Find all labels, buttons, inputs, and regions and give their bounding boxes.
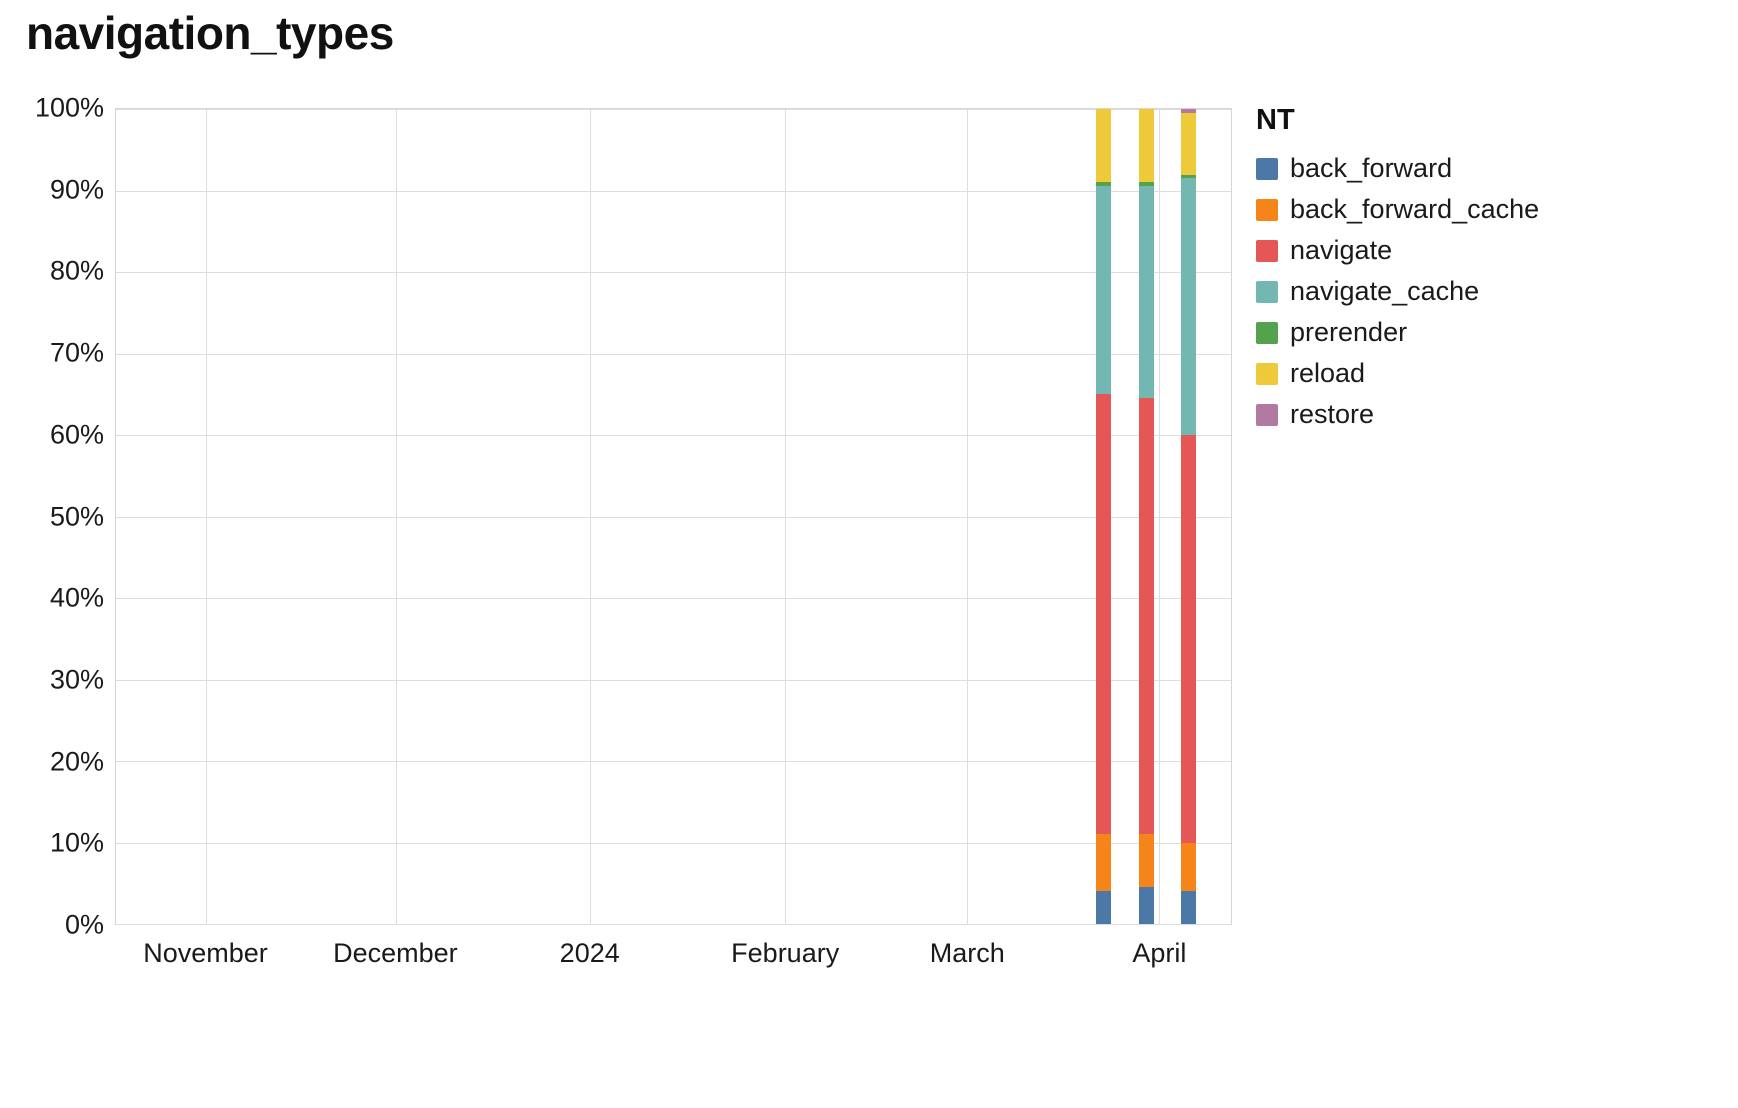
bar-segment-reload (1096, 109, 1112, 183)
legend-swatch-reload (1256, 362, 1278, 385)
gridline-h (116, 435, 1231, 436)
legend-swatch-navigate (1256, 239, 1278, 262)
gridline-v (966, 109, 968, 924)
gridline-h (116, 598, 1231, 599)
gridline-h (116, 924, 1231, 925)
bar (1181, 109, 1197, 924)
gridline-h (116, 679, 1231, 681)
x-tick-label: April (1132, 938, 1187, 968)
y-axis: 0% 10% 20% 30% 40% 50% 60% 70% 80% 90% 100% (0, 93, 104, 940)
legend-swatch-back_forward (1256, 157, 1278, 180)
x-axis: November December 2024 February March April (115, 938, 1232, 982)
legend-item-navigate_cache: navigate_cache (1256, 276, 1539, 307)
y-tick-label: 100% (34, 92, 104, 123)
legend-label: restore (1290, 399, 1375, 429)
bar-segment-reload (1181, 113, 1197, 176)
bar-segment-navigate (1138, 398, 1154, 835)
gridline-v (206, 109, 208, 924)
y-tick-label: 50% (49, 501, 104, 531)
bar-segment-prerender (1138, 182, 1154, 187)
y-tick-label: 40% (49, 582, 104, 613)
x-tick-label: November (143, 938, 268, 968)
legend-item-restore: restore (1256, 399, 1539, 430)
bar-segment-prerender (1096, 182, 1112, 187)
legend-item-prerender: prerender (1256, 317, 1539, 348)
gridline-h (116, 842, 1231, 844)
gridline-v (785, 109, 786, 924)
gridline-h (116, 190, 1231, 192)
legend-item-back_forward_cache: back_forward_cache (1256, 194, 1539, 225)
gridline-h (116, 761, 1231, 762)
legend-label: reload (1290, 358, 1366, 388)
gridline-h (116, 353, 1231, 355)
y-tick-label: 80% (49, 255, 104, 286)
gridline-v (1158, 109, 1160, 924)
legend-title: NT (1256, 104, 1295, 136)
bar-segment-prerender (1181, 175, 1197, 179)
legend-item-reload: reload (1256, 358, 1539, 389)
legend-swatch-back_forward_cache (1256, 198, 1278, 221)
x-tick-label: March (929, 938, 1005, 968)
bar (1138, 109, 1154, 924)
bar-segment-navigate (1096, 394, 1112, 835)
bar-segment-back_forward (1138, 887, 1154, 924)
legend-item-back_forward: back_forward (1256, 153, 1539, 184)
bar-segment-back_forward (1096, 891, 1112, 924)
x-tick-label: February (731, 938, 840, 968)
x-tick-label: December (333, 938, 458, 968)
legend-label: prerender (1290, 317, 1408, 347)
bar-segment-navigate_cache (1096, 186, 1112, 395)
y-tick-label: 0% (64, 909, 104, 940)
legend-swatch-restore (1256, 403, 1278, 426)
bar-segment-navigate_cache (1181, 178, 1197, 436)
bar-segment-navigate_cache (1138, 186, 1154, 399)
gridline-v (395, 109, 397, 924)
gridline-h (116, 272, 1231, 273)
y-tick-label: 20% (49, 746, 104, 777)
legend-swatch-prerender (1256, 321, 1278, 344)
bar-segment-back_forward_cache (1138, 834, 1154, 888)
bar-segment-navigate (1181, 435, 1197, 843)
x-tick-label: 2024 (559, 938, 620, 968)
legend-swatch-navigate_cache (1256, 280, 1278, 303)
bar-segment-reload (1138, 109, 1154, 183)
legend-item-navigate: navigate (1256, 235, 1539, 266)
bar-segment-back_forward (1181, 891, 1197, 924)
legend-label: navigate (1290, 235, 1393, 265)
legend-label: back_forward (1290, 153, 1453, 183)
chart-title: navigation_types (26, 7, 394, 59)
legend-label: back_forward_cache (1290, 194, 1540, 224)
y-tick-label: 10% (49, 827, 104, 858)
gridline-h (116, 516, 1231, 518)
y-tick-label: 90% (49, 174, 104, 205)
y-tick-label: 30% (49, 664, 104, 695)
gridline-v (589, 109, 591, 924)
legend-items: back_forward back_forward_cache navigate na… (1256, 153, 1539, 430)
y-tick-label: 70% (49, 337, 104, 368)
bar (1096, 109, 1112, 924)
y-tick-label: 60% (49, 419, 104, 450)
bar-segment-back_forward_cache (1096, 834, 1112, 892)
bar-segment-back_forward_cache (1181, 842, 1197, 892)
gridline-h (116, 109, 1231, 110)
legend-label: navigate_cache (1290, 276, 1480, 306)
plot-area (115, 108, 1232, 925)
bar-segment-restore (1181, 109, 1197, 114)
